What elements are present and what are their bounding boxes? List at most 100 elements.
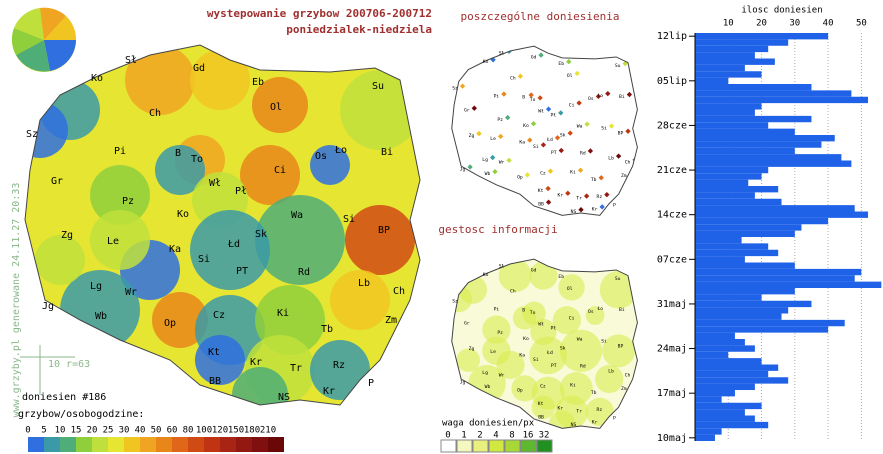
city-label: Ch (149, 108, 161, 119)
border (451, 45, 638, 216)
city-label: Ci (274, 165, 286, 176)
city-label: Tb (591, 177, 597, 183)
city-label: Wr (499, 373, 505, 379)
city-label: PT (551, 150, 557, 156)
bar (695, 364, 779, 371)
density-legend-label: 1 (461, 431, 466, 441)
bar (695, 390, 735, 397)
bar (695, 122, 769, 129)
density-swatch (472, 439, 489, 453)
city-label: Wr (125, 287, 137, 298)
report-dot (558, 147, 564, 154)
legend-count: doniesien #186 (22, 392, 106, 403)
city-label: Gr (464, 321, 470, 327)
legend-label: 0 (25, 426, 30, 436)
city-label: Zm (621, 173, 627, 179)
heat-blob (155, 145, 205, 195)
bar (695, 249, 779, 257)
y-tick-label: 17maj (657, 388, 687, 399)
x-tick-label: 50 (856, 19, 867, 29)
city-label: Ch (510, 289, 516, 295)
city-label: Ka (519, 140, 525, 146)
city-label: Sz (26, 129, 38, 140)
city-label: Le (490, 136, 496, 142)
country-fill (451, 46, 638, 216)
city-label: Wł (538, 109, 544, 115)
city-label: Lg (482, 157, 488, 163)
city-label: Kt (208, 347, 220, 358)
city-label: To (530, 310, 536, 316)
density-swatch (520, 439, 537, 453)
bar (695, 186, 779, 193)
legend-swatch (156, 437, 172, 452)
heat-blob (90, 210, 150, 270)
legend-label: 180 (244, 426, 260, 436)
bar (695, 326, 829, 333)
density-legend-label: 32 (539, 431, 550, 441)
heat (451, 259, 638, 429)
city-label: Wł (209, 178, 221, 189)
heat-blob (511, 375, 538, 402)
x-axis-label: ilosc doniesien (741, 6, 822, 16)
x-tick-label: 20 (756, 19, 767, 29)
city-label: Sz (452, 85, 458, 91)
city-label: NS (571, 209, 577, 215)
bar (695, 300, 812, 308)
city-label: Si (601, 125, 607, 131)
bar (695, 39, 789, 46)
city-label: Łd (227, 239, 240, 250)
city-label: Lb (608, 156, 614, 162)
city-label: Kr (557, 406, 563, 412)
bar (695, 109, 755, 116)
city-label: PT (551, 363, 557, 369)
heat-blob (255, 195, 345, 285)
heat-blob (345, 205, 415, 275)
city-label: Ko (483, 59, 489, 65)
bar (695, 45, 769, 53)
heat-blob (456, 348, 480, 372)
legend-swatch (268, 437, 284, 452)
bar (695, 90, 852, 97)
heat-blob (595, 364, 624, 394)
city-label: Ko (523, 336, 529, 342)
bar (695, 33, 829, 40)
y-tick-label: 24maj (657, 344, 687, 355)
legend-swatch (204, 437, 220, 452)
title: wystepowanie grzybow 200706-200712 (207, 7, 432, 20)
y-tick-label: 28cze (657, 120, 687, 131)
city-label: Ki (570, 170, 576, 176)
city-label: B (522, 307, 525, 313)
legend-label: 20 (87, 426, 98, 436)
city-label: Łd (546, 350, 553, 356)
city-label: Kr (592, 206, 598, 212)
bar (695, 275, 855, 282)
city-label: Ci (569, 315, 575, 321)
bar (695, 339, 745, 346)
bar (695, 211, 869, 218)
bar (695, 313, 782, 320)
y-tick-label: 14cze (657, 210, 687, 221)
city-label: Ło (596, 306, 603, 312)
city-label: Ko (483, 272, 489, 278)
watermark: www.grzyby.pl generowane 24.11.27 20:33 (11, 183, 22, 418)
legend-title: grzybow/osobogodzine: (18, 409, 144, 420)
heat-blob (232, 367, 288, 405)
y-tick-label: 12lip (657, 31, 687, 42)
bar (695, 205, 855, 212)
city-label: Pi (494, 306, 500, 312)
city-label: Pi (114, 146, 126, 157)
city-label: Wb (485, 171, 491, 177)
report-dot (545, 106, 552, 112)
city-label: Eb (252, 77, 264, 88)
city-label: Kt (538, 188, 544, 194)
bar (695, 192, 755, 199)
city-label: Tr (576, 408, 582, 414)
heat-blob (482, 336, 511, 365)
legend-swatch (44, 437, 60, 452)
city-label: Os (588, 309, 594, 315)
report-dot (547, 168, 554, 174)
report-dot (599, 204, 605, 210)
legend-swatch (76, 437, 92, 452)
heat-blob (310, 340, 370, 400)
heat-blob (330, 270, 390, 330)
